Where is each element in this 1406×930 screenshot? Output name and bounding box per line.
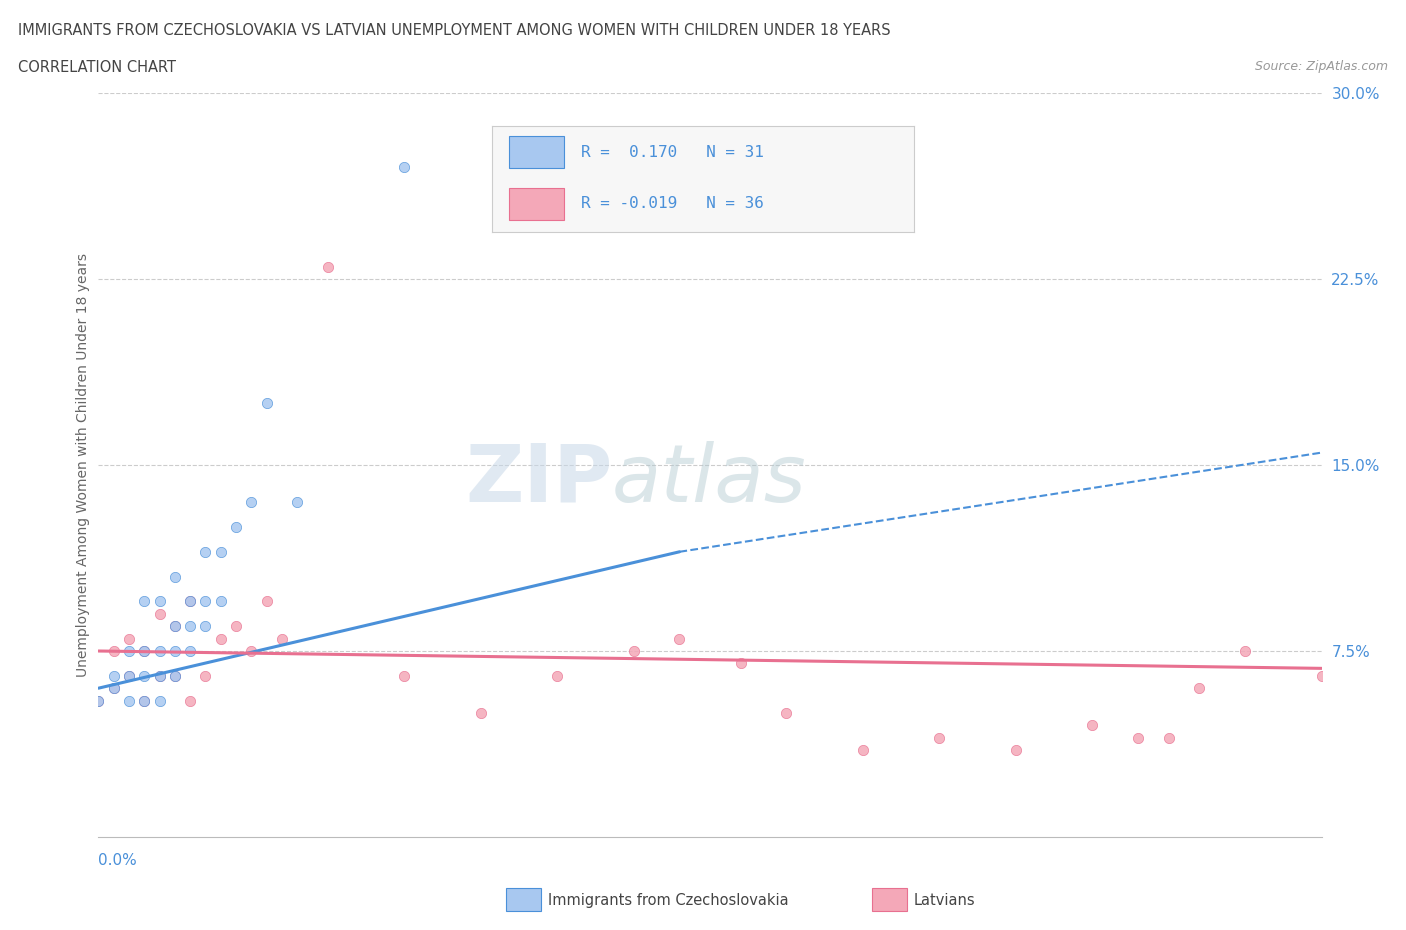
Point: [103, 644, 125, 658]
Point: [209, 631, 232, 646]
Text: IMMIGRANTS FROM CZECHOSLOVAKIA VS LATVIAN UNEMPLOYMENT AMONG WOMEN WITH CHILDREN: IMMIGRANTS FROM CZECHOSLOVAKIA VS LATVIA…: [18, 23, 891, 38]
Point: [470, 706, 492, 721]
Point: [149, 669, 172, 684]
Point: [87, 693, 110, 708]
Text: ZIP: ZIP: [465, 441, 612, 519]
Point: [103, 681, 125, 696]
Text: Latvians: Latvians: [914, 893, 976, 908]
Point: [1234, 644, 1257, 658]
Point: [194, 544, 217, 559]
Point: [163, 644, 186, 658]
Point: [1157, 730, 1180, 745]
Point: [194, 594, 217, 609]
Text: R =  0.170   N = 31: R = 0.170 N = 31: [581, 145, 763, 160]
Point: [1188, 681, 1211, 696]
Point: [134, 644, 156, 658]
Point: [179, 693, 201, 708]
Text: Source: ZipAtlas.com: Source: ZipAtlas.com: [1254, 60, 1388, 73]
Point: [149, 606, 172, 621]
Point: [163, 618, 186, 633]
Point: [179, 644, 201, 658]
Point: [1310, 669, 1333, 684]
Point: [852, 743, 875, 758]
Point: [194, 618, 217, 633]
Point: [134, 644, 156, 658]
Point: [1128, 730, 1150, 745]
Point: [179, 594, 201, 609]
Bar: [509, 137, 564, 168]
Text: Immigrants from Czechoslovakia: Immigrants from Czechoslovakia: [548, 893, 789, 908]
Point: [225, 618, 247, 633]
Point: [118, 644, 141, 658]
Point: [118, 631, 141, 646]
Point: [179, 618, 201, 633]
Point: [118, 669, 141, 684]
Point: [240, 644, 263, 658]
Point: [256, 395, 278, 410]
Point: [103, 681, 125, 696]
Point: [1081, 718, 1104, 733]
Point: [134, 669, 156, 684]
Point: [149, 693, 172, 708]
Text: atlas: atlas: [612, 441, 807, 519]
Point: [149, 644, 172, 658]
Point: [118, 669, 141, 684]
Point: [285, 495, 308, 510]
Point: [134, 594, 156, 609]
Text: 0.0%: 0.0%: [98, 854, 138, 869]
Text: R = -0.019   N = 36: R = -0.019 N = 36: [581, 196, 763, 211]
Point: [209, 594, 232, 609]
Point: [134, 693, 156, 708]
Point: [103, 669, 125, 684]
Point: [623, 644, 645, 658]
Y-axis label: Unemployment Among Women with Children Under 18 years: Unemployment Among Women with Children U…: [76, 253, 90, 677]
Point: [118, 693, 141, 708]
Point: [149, 594, 172, 609]
Point: [668, 631, 690, 646]
Point: [149, 669, 172, 684]
Point: [240, 495, 263, 510]
Point: [209, 544, 232, 559]
Point: [546, 669, 568, 684]
Bar: [509, 188, 564, 219]
Point: [775, 706, 797, 721]
Point: [316, 259, 339, 274]
Point: [194, 669, 217, 684]
Point: [179, 594, 201, 609]
Point: [225, 520, 247, 535]
Point: [163, 669, 186, 684]
Point: [392, 160, 416, 175]
Point: [928, 730, 950, 745]
Point: [134, 693, 156, 708]
Point: [87, 693, 110, 708]
Point: [392, 669, 416, 684]
Point: [270, 631, 294, 646]
Point: [256, 594, 278, 609]
Point: [163, 618, 186, 633]
Point: [1004, 743, 1026, 758]
Point: [163, 669, 186, 684]
Point: [163, 569, 186, 584]
Point: [730, 656, 752, 671]
Text: CORRELATION CHART: CORRELATION CHART: [18, 60, 176, 75]
